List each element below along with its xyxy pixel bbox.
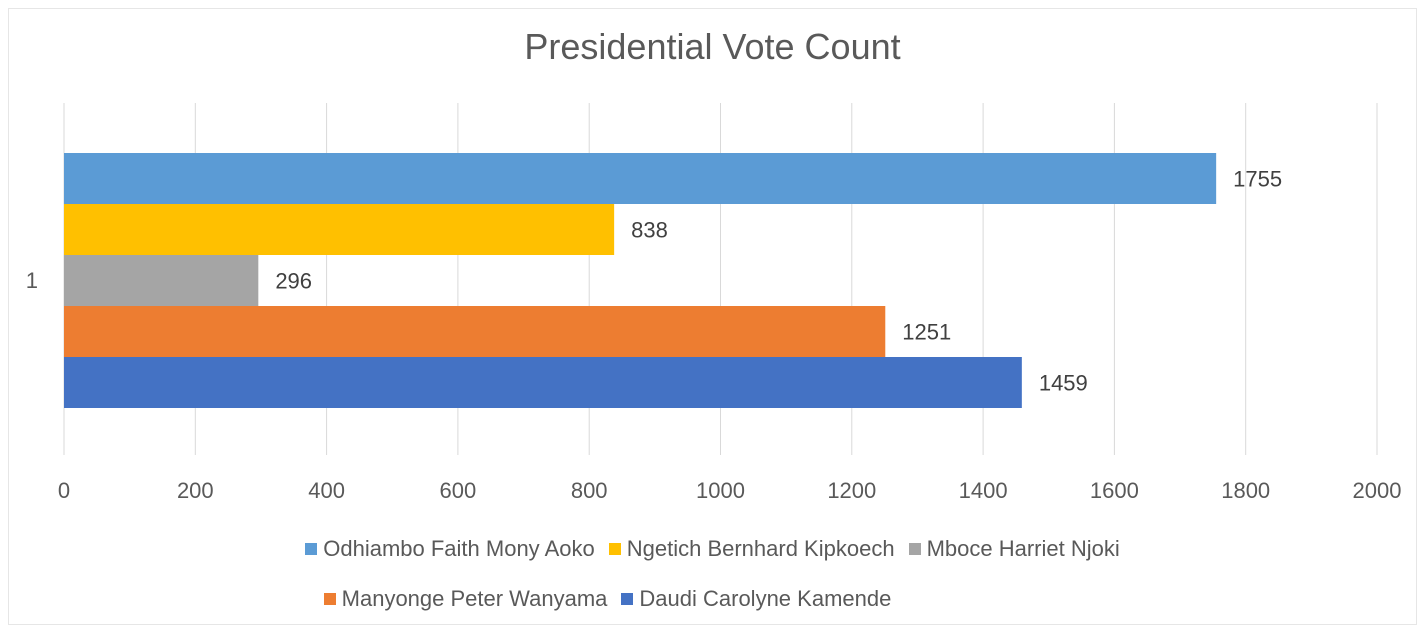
x-tick-label: 1800 xyxy=(1221,478,1270,503)
x-tick-label: 2000 xyxy=(1353,478,1402,503)
bars xyxy=(64,153,1217,408)
data-label: 838 xyxy=(631,218,668,243)
y-category-label: 1 xyxy=(26,268,38,293)
x-tick-label: 600 xyxy=(440,478,477,503)
legend-entry: Ngetich Bernhard Kipkoech xyxy=(608,536,895,562)
data-label: 296 xyxy=(275,269,312,294)
legend-row-2: Manyonge Peter Wanyama Daudi Carolyne Kam… xyxy=(0,586,1425,612)
legend-swatch xyxy=(323,593,336,605)
x-tick-label: 400 xyxy=(308,478,345,503)
x-tick-label: 1400 xyxy=(959,478,1008,503)
legend-swatch xyxy=(608,543,621,555)
legend-entry: Mboce Harriet Njoki xyxy=(908,536,1120,562)
legend-entry: Odhiambo Faith Mony Aoko xyxy=(305,536,595,562)
data-label: 1251 xyxy=(902,320,951,345)
legend-label: Manyonge Peter Wanyama xyxy=(341,586,608,611)
legend-label: Daudi Carolyne Kamende xyxy=(639,586,892,611)
legend-entry: Daudi Carolyne Kamende xyxy=(621,586,891,612)
bar xyxy=(64,357,1022,408)
bar xyxy=(64,255,259,306)
legend-row-1: Odhiambo Faith Mony Aoko Ngetich Bernhard… xyxy=(0,536,1425,562)
y-axis-ticks: 1 xyxy=(26,268,38,293)
x-tick-label: 1600 xyxy=(1090,478,1139,503)
bar xyxy=(64,306,886,357)
data-label: 1755 xyxy=(1233,167,1282,192)
chart-frame xyxy=(8,8,1417,625)
x-tick-label: 0 xyxy=(58,478,70,503)
x-tick-label: 1200 xyxy=(827,478,876,503)
legend-label: Mboce Harriet Njoki xyxy=(926,536,1120,561)
data-label: 1459 xyxy=(1039,371,1088,396)
chart-title: Presidential Vote Count xyxy=(524,26,901,67)
x-axis-ticks: 0 200 400 600 800 1000 1200 1400 1600 1800 2000 xyxy=(58,478,1402,503)
legend-swatch xyxy=(305,543,318,555)
bar xyxy=(64,204,615,255)
x-tick-label: 1000 xyxy=(696,478,745,503)
x-tick-label: 200 xyxy=(177,478,214,503)
legend-label: Ngetich Bernhard Kipkoech xyxy=(626,536,895,561)
legend-label: Odhiambo Faith Mony Aoko xyxy=(323,536,595,561)
legend-entry: Manyonge Peter Wanyama xyxy=(323,586,608,612)
legend-swatch xyxy=(621,593,634,605)
bar xyxy=(64,153,1217,204)
legend-swatch xyxy=(908,543,921,555)
x-tick-label: 800 xyxy=(571,478,608,503)
value-labels: 1755 838 296 1251 1459 xyxy=(275,167,1282,396)
